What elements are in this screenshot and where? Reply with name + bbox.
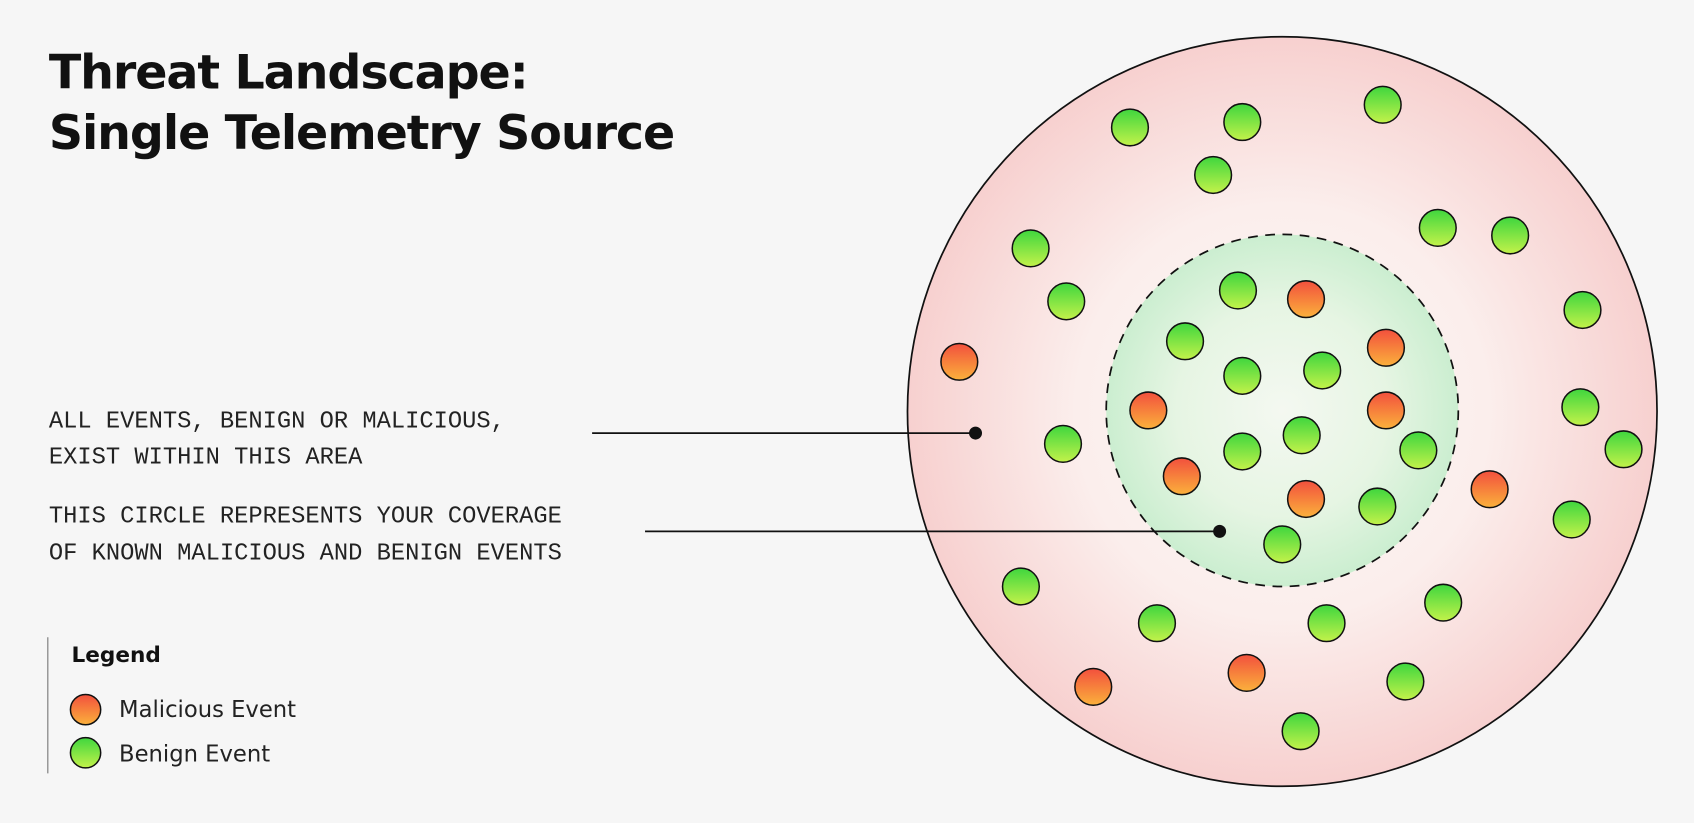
malicious-event-dot xyxy=(1286,479,1326,519)
benign-event-dot xyxy=(1223,102,1262,142)
benign-event-dot xyxy=(1263,525,1302,564)
benign-event-dot xyxy=(1399,431,1438,470)
benign-event-dot xyxy=(1363,85,1402,124)
benign-event-dot xyxy=(1282,416,1321,455)
legend-label: Benign Event xyxy=(119,741,270,767)
benign-event-dot xyxy=(1604,430,1643,469)
benign-event-dot xyxy=(1563,290,1602,330)
leader-dot xyxy=(969,426,983,440)
title-line: Threat Landscape: xyxy=(49,46,528,101)
benign-event-dot xyxy=(1424,583,1463,622)
annotation-text: THIS CIRCLE REPRESENTS YOUR COVERAGE xyxy=(49,504,562,531)
title-line: Single Telemetry Source xyxy=(49,106,674,161)
malicious-event-dot xyxy=(1286,280,1326,319)
benign-event-dot xyxy=(1137,604,1177,643)
benign-event-dot xyxy=(1307,604,1346,643)
benign-event-dot xyxy=(1358,487,1397,526)
legend-swatch xyxy=(69,736,102,769)
malicious-event-dot xyxy=(940,342,979,381)
annotation-text: EXIST WITHIN THIS AREA xyxy=(49,444,363,471)
malicious-event-dot xyxy=(1227,653,1266,692)
malicious-event-dot xyxy=(1074,667,1113,707)
malicious-event-dot xyxy=(1470,470,1509,509)
benign-event-dot xyxy=(1165,322,1205,361)
benign-event-dot xyxy=(1001,567,1041,606)
benign-event-dot xyxy=(1194,155,1233,195)
benign-event-dot xyxy=(1011,229,1050,268)
legend-label: Malicious Event xyxy=(119,697,296,723)
benign-event-dot xyxy=(1110,108,1150,147)
malicious-event-dot xyxy=(1366,391,1406,430)
benign-event-dot xyxy=(1281,712,1320,751)
malicious-event-dot xyxy=(1129,391,1168,430)
benign-event-dot xyxy=(1218,271,1258,310)
leader-dot xyxy=(1213,524,1227,538)
benign-event-dot xyxy=(1223,432,1262,471)
legend-swatch xyxy=(69,693,102,726)
benign-event-dot xyxy=(1043,424,1083,464)
benign-event-dot xyxy=(1386,662,1425,701)
benign-event-dot xyxy=(1561,388,1600,427)
event-dots xyxy=(940,85,1643,751)
legend-title: Legend xyxy=(72,643,161,668)
malicious-event-dot xyxy=(1366,328,1406,367)
benign-event-dot xyxy=(1552,500,1591,539)
benign-event-dot xyxy=(1418,208,1457,248)
benign-event-dot xyxy=(1491,216,1530,255)
benign-event-dot xyxy=(1303,351,1342,390)
malicious-event-dot xyxy=(1162,457,1201,496)
annotation-text: ALL EVENTS, BENIGN OR MALICIOUS, xyxy=(49,409,505,436)
annotation-text: OF KNOWN MALICIOUS AND BENIGN EVENTS xyxy=(49,540,562,567)
benign-event-dot xyxy=(1223,356,1262,395)
benign-event-dot xyxy=(1047,282,1086,321)
